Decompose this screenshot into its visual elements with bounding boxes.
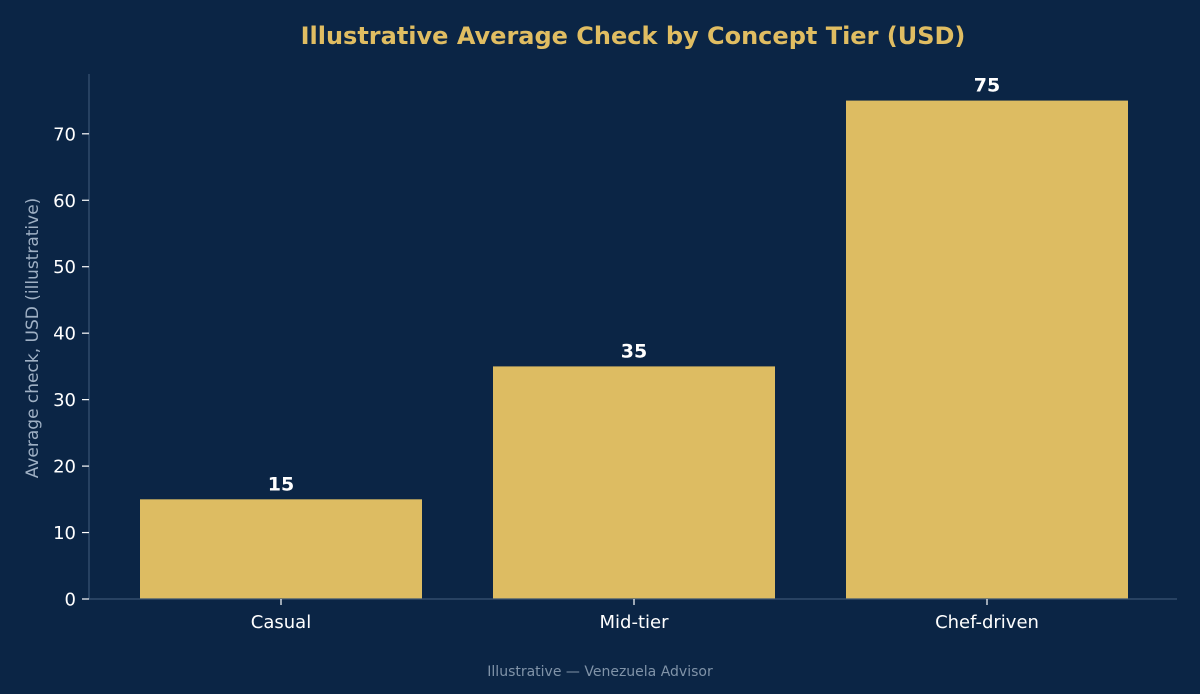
x-tick-label: Chef-driven xyxy=(935,612,1039,633)
y-tick-label: 20 xyxy=(53,457,76,478)
x-axis-ticks: Casual Mid-tier Chef-driven xyxy=(251,599,1039,633)
bar-value-label: 35 xyxy=(621,340,647,362)
y-tick-label: 30 xyxy=(53,390,76,411)
bar-value-label: 15 xyxy=(268,473,294,495)
x-tick-label: Mid-tier xyxy=(600,612,670,633)
y-axis-ticks: 0 10 20 30 40 50 60 70 xyxy=(53,124,89,611)
y-tick-label: 60 xyxy=(53,191,76,212)
y-tick-label: 70 xyxy=(53,124,76,145)
x-tick-label: Casual xyxy=(251,612,311,633)
value-labels-layer: 15 35 75 xyxy=(268,75,1000,496)
y-tick-label: 50 xyxy=(53,257,76,278)
footer-note: Illustrative — Venezuela Advisor xyxy=(487,664,713,680)
y-tick-label: 0 xyxy=(65,590,76,611)
bar-value-label: 75 xyxy=(974,75,1000,97)
bar-mid-tier xyxy=(493,366,775,599)
bar-casual xyxy=(140,499,422,599)
y-tick-label: 40 xyxy=(53,324,76,345)
bars-layer xyxy=(140,100,1128,599)
chart-title: Illustrative Average Check by Concept Ti… xyxy=(301,22,966,50)
bar-chef-driven xyxy=(846,100,1128,599)
y-tick-label: 10 xyxy=(53,523,76,544)
y-axis-label: Average check, USD (illustrative) xyxy=(23,198,43,479)
